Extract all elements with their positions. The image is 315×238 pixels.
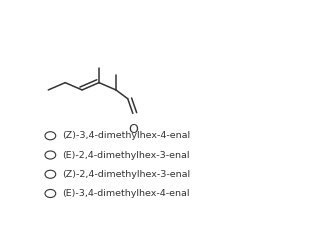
Text: (Z)-2,4-dimethylhex-3-enal: (Z)-2,4-dimethylhex-3-enal (63, 170, 191, 179)
Text: O: O (128, 124, 138, 136)
Text: (E)-2,4-dimethylhex-3-enal: (E)-2,4-dimethylhex-3-enal (63, 150, 190, 159)
Text: (Z)-3,4-dimethylhex-4-enal: (Z)-3,4-dimethylhex-4-enal (63, 131, 191, 140)
Text: (E)-3,4-dimethylhex-4-enal: (E)-3,4-dimethylhex-4-enal (63, 189, 190, 198)
